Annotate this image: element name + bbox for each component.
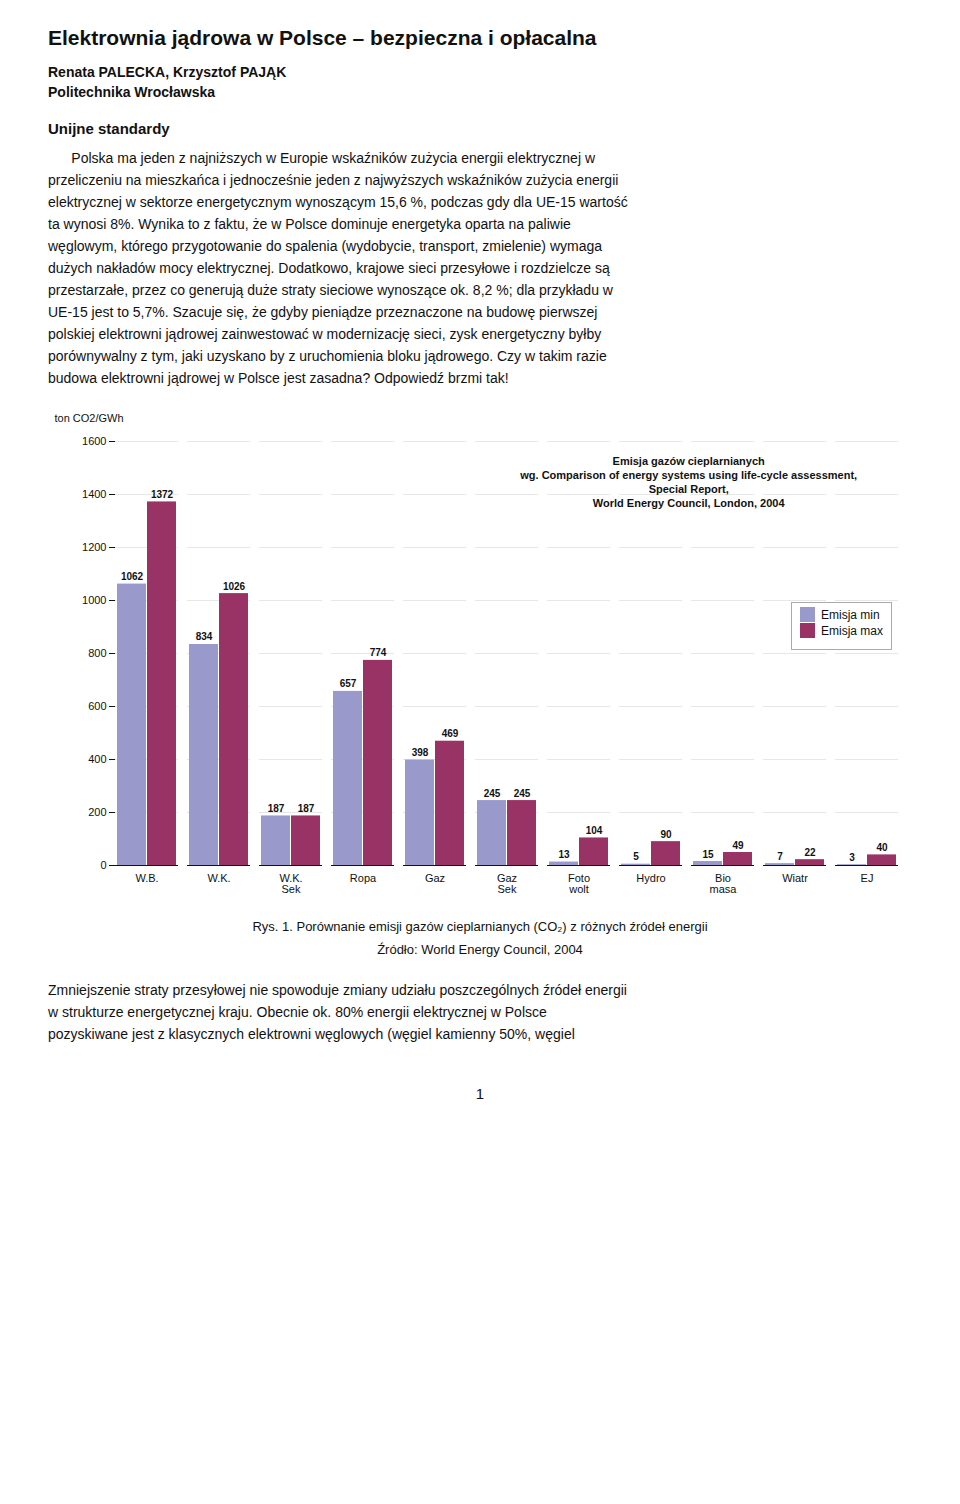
svg-text:104: 104: [586, 825, 603, 836]
svg-text:1600: 1600: [82, 435, 106, 447]
html-text:Rys. 1. Porównanie emisji gazó: Rys. 1. Porównanie emisji gazów cieplarn…: [252, 919, 708, 934]
html-text:porównywalny z tym, jaki uzysk: porównywalny z tym, jaki uzyskano by z u…: [48, 348, 607, 364]
svg-text:1400: 1400: [82, 488, 106, 500]
svg-text:Hydro: Hydro: [636, 872, 665, 884]
svg-text:800: 800: [88, 647, 106, 659]
svg-text:1200: 1200: [82, 541, 106, 553]
svg-text:245: 245: [484, 788, 501, 799]
html-text:Emisja max: Emisja max: [821, 623, 883, 638]
html-text:budowa elektrowni jądrowej w P: budowa elektrowni jądrowej w Polsce jest…: [48, 370, 509, 386]
svg-text:187: 187: [268, 803, 285, 814]
svg-text:Wiatr: Wiatr: [782, 872, 808, 884]
html-text:Źródło: World Energy Council,: Źródło: World Energy Council, 2004: [377, 942, 583, 957]
svg-text:13: 13: [558, 849, 570, 860]
html-text:przeliczeniu na mieszkańca i j: przeliczeniu na mieszkańca i jednocześni…: [48, 172, 619, 188]
svg-text:7: 7: [777, 851, 783, 862]
svg-text:1372: 1372: [151, 489, 174, 500]
svg-text:22: 22: [804, 847, 816, 858]
svg-text:187: 187: [298, 803, 315, 814]
svg-text:0: 0: [100, 859, 106, 871]
html-text:1: 1: [475, 1085, 485, 1102]
svg-text:49: 49: [732, 840, 744, 851]
html-text:przestarzałe, przez co generuj: przestarzałe, przez co generują duże str…: [48, 282, 613, 298]
html-text:Emisja min: Emisja min: [821, 607, 880, 622]
svg-text:W.K.: W.K.: [207, 872, 230, 884]
html-text:elektrycznej w sektorze energe: elektrycznej w sektorze energetycznym wy…: [48, 194, 628, 210]
svg-text:ton CO2/GWh: ton CO2/GWh: [55, 412, 124, 424]
svg-text:469: 469: [442, 728, 459, 739]
svg-text:5: 5: [633, 851, 639, 862]
svg-text:40: 40: [876, 842, 888, 853]
html-text:UE-15 jest to 5,7%. Szacuje si: UE-15 jest to 5,7%. Szacuje się, że gdyb…: [48, 304, 598, 320]
svg-text:W.K.Sek: W.K.Sek: [279, 872, 302, 895]
svg-text:3: 3: [849, 852, 855, 863]
html-text:dużych nakładów mocy elektrycz: dużych nakładów mocy elektrycznej. Dodat…: [48, 260, 610, 276]
html-text:Emisja gazów cieplarnianych wg: Emisja gazów cieplarnianych wg. Comparis…: [520, 454, 858, 509]
html-text:w strukturze energetycznej kra: w strukturze energetycznej kraju. Obecni…: [48, 1004, 547, 1020]
html-text:polskiej elektrowni jądrowej z: polskiej elektrowni jądrowej zainwestowa…: [48, 326, 602, 342]
svg-text:EJ: EJ: [861, 872, 874, 884]
html-text:Elektrownia jądrowa w Polsce –: Elektrownia jądrowa w Polsce – bezpieczn…: [48, 26, 597, 49]
svg-text:400: 400: [88, 753, 106, 765]
svg-text:600: 600: [88, 700, 106, 712]
html-text:Renata PALECKA, Krzysztof PAJĄ: Renata PALECKA, Krzysztof PAJĄK: [48, 64, 287, 80]
svg-text:GazSek: GazSek: [497, 872, 517, 895]
svg-text:90: 90: [660, 829, 672, 840]
svg-text:1000: 1000: [82, 594, 106, 606]
html-text:pozyskiwane jest z klasycznych: pozyskiwane jest z klasycznych elektrown…: [48, 1026, 575, 1042]
svg-text:Biomasa: Biomasa: [710, 872, 738, 895]
svg-text:398: 398: [412, 747, 429, 758]
svg-text:15: 15: [702, 849, 714, 860]
html-text:Politechnika Wrocławska: Politechnika Wrocławska: [48, 84, 215, 100]
svg-text:Gaz: Gaz: [425, 872, 445, 884]
svg-text:1026: 1026: [223, 581, 246, 592]
svg-text:200: 200: [88, 806, 106, 818]
html-text:ta wynosi 8%. Wynika to z fakt: ta wynosi 8%. Wynika to z faktu, że w Po…: [48, 216, 571, 232]
svg-text:834: 834: [196, 631, 213, 642]
html-text:Polska ma jeden z najniższych: Polska ma jeden z najniższych w Europie …: [48, 150, 595, 166]
svg-text:Fotowolt: Fotowolt: [568, 872, 590, 895]
svg-text:1062: 1062: [121, 571, 144, 582]
html-text:węglowym, którego przygotowani: węglowym, którego przygotowanie do spale…: [48, 238, 602, 254]
svg-text:657: 657: [340, 678, 357, 689]
html-text:Unijne standardy: Unijne standardy: [48, 120, 170, 137]
html-text:Zmniejszenie straty przesyłowe: Zmniejszenie straty przesyłowej nie spow…: [48, 982, 627, 998]
svg-text:774: 774: [370, 647, 387, 658]
svg-text:Ropa: Ropa: [350, 872, 377, 884]
svg-text:245: 245: [514, 788, 531, 799]
svg-text:W.B.: W.B.: [135, 872, 158, 884]
